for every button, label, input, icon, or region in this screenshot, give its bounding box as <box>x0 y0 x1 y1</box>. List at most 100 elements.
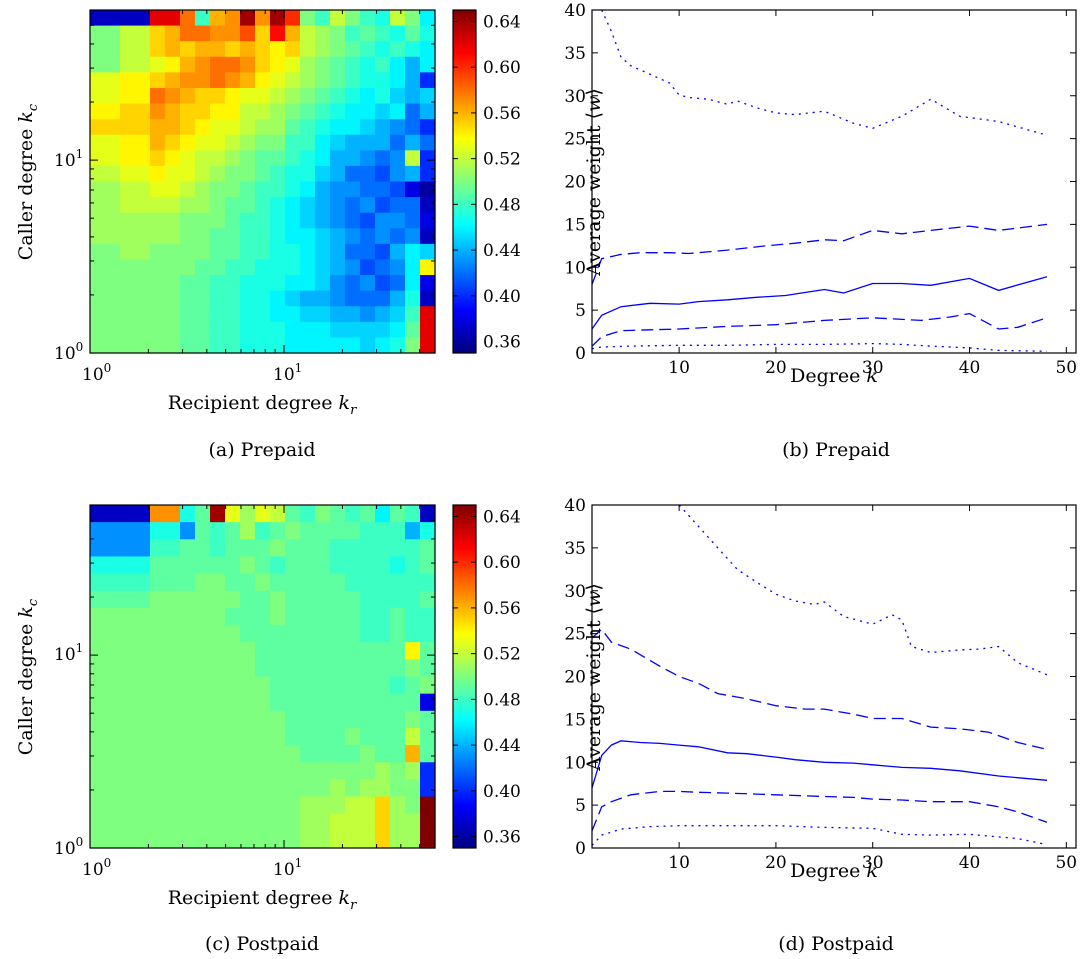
heatmap-cell <box>150 337 166 354</box>
heatmap-cell <box>390 796 406 815</box>
heatmap-cell <box>330 72 346 89</box>
heatmap-cell <box>165 103 181 120</box>
heatmap-cell <box>285 165 301 183</box>
heatmap-cell <box>180 228 196 245</box>
y-tick-label-1e1: 101 <box>54 147 83 171</box>
heatmap-cell <box>120 72 136 89</box>
heatmap-cell <box>345 796 361 815</box>
heatmap-cell <box>165 119 181 136</box>
colorbar: 0.36 0.40 0.44 0.48 0.52 0.56 0.60 0.64 <box>452 504 521 849</box>
heatmap-cell <box>180 813 196 832</box>
heatmap-cell <box>375 830 391 849</box>
series-line-solid <box>592 276 1048 330</box>
heatmap-cell <box>90 590 106 609</box>
heatmap-cell <box>330 710 346 729</box>
heatmap-cell <box>225 693 241 712</box>
heatmap-cell <box>255 659 271 678</box>
heatmap-cell <box>405 813 421 832</box>
heatmap-cell <box>150 165 166 183</box>
heatmap-cell <box>195 150 211 167</box>
heatmap-cell <box>135 522 151 540</box>
heatmap-cell <box>90 710 106 729</box>
heatmap-cell <box>390 642 406 660</box>
heatmap-cell <box>270 642 286 660</box>
heatmap-cell <box>360 813 376 832</box>
heatmap-cell <box>255 522 271 540</box>
heatmap-cell <box>105 337 121 354</box>
heatmap-cell <box>420 25 436 42</box>
heatmap-cell <box>390 228 406 245</box>
heatmap-cell <box>345 607 361 626</box>
heatmap-cell <box>375 676 391 695</box>
heatmap-cell <box>315 590 331 609</box>
series-line-solid <box>592 740 1048 789</box>
heatmap-cell <box>120 556 136 575</box>
heatmap-cell <box>150 56 166 73</box>
heatmap-cell <box>315 87 331 105</box>
heatmap-cell <box>105 87 121 105</box>
heatmap-cell <box>390 243 406 261</box>
heatmap-cell <box>420 607 436 626</box>
heatmap-cell <box>225 625 241 643</box>
heatmap-cell <box>165 745 181 763</box>
heatmap-cell <box>180 25 196 42</box>
heatmap-cell <box>330 181 346 198</box>
heatmap-cell <box>270 212 286 229</box>
heatmap-cell <box>360 72 376 89</box>
heatmap-cell <box>300 693 316 712</box>
heatmap-cell <box>105 165 121 183</box>
heatmap-cell <box>330 306 346 323</box>
heatmap-cell <box>195 134 211 151</box>
x-tick-label: 10 <box>668 358 690 378</box>
heatmap-cell <box>90 87 106 105</box>
heatmap-cell <box>90 813 106 832</box>
heatmap-cell <box>390 607 406 626</box>
heatmap-cell <box>270 625 286 643</box>
heatmap-cell <box>195 337 211 354</box>
heatmap-cell <box>375 306 391 323</box>
heatmap-cell <box>405 505 421 523</box>
heatmap-cell <box>390 103 406 120</box>
heatmap-cell <box>360 539 376 558</box>
x-axis-label: Degree k <box>790 860 878 882</box>
heatmap-cell <box>225 676 241 695</box>
heatmap-cell <box>195 56 211 73</box>
heatmap-cell <box>285 607 301 626</box>
heatmap-cell <box>360 321 376 339</box>
heatmap-cell <box>300 197 316 214</box>
heatmap-cell <box>345 10 361 27</box>
heatmap-cell <box>270 693 286 712</box>
heatmap-cell <box>90 165 106 183</box>
heatmap-cell <box>360 275 376 292</box>
heatmap-cell <box>195 727 211 746</box>
heatmap-cell <box>240 337 256 354</box>
heatmap-cell <box>255 573 271 592</box>
heatmap-cell <box>255 259 271 276</box>
heatmap-cell <box>135 321 151 339</box>
heatmap-cell <box>345 25 361 42</box>
heatmap-cell <box>345 87 361 105</box>
heatmap-cell <box>150 150 166 167</box>
x-tick-label: 40 <box>959 358 981 378</box>
heatmap-cell <box>390 41 406 58</box>
heatmap-cell <box>405 181 421 198</box>
heatmap-cell <box>120 243 136 261</box>
heatmap-cell <box>180 56 196 73</box>
heatmap-cell <box>345 522 361 540</box>
heatmap-cell <box>270 505 286 523</box>
heatmap-cell <box>255 212 271 229</box>
heatmap-cell <box>165 779 181 798</box>
heatmap-cell <box>375 103 391 120</box>
heatmap-cell <box>150 659 166 678</box>
x-tick-label: 10 <box>668 853 690 873</box>
heatmap-cell <box>90 103 106 120</box>
heatmap-cell <box>105 150 121 167</box>
heatmap-cell <box>225 243 241 261</box>
heatmap-cell <box>405 556 421 575</box>
heatmap-cell <box>420 676 436 695</box>
heatmap-cell <box>255 119 271 136</box>
heatmap-cell <box>330 522 346 540</box>
heatmap-cell <box>285 796 301 815</box>
heatmap-cell <box>150 181 166 198</box>
heatmap-cell <box>180 573 196 592</box>
